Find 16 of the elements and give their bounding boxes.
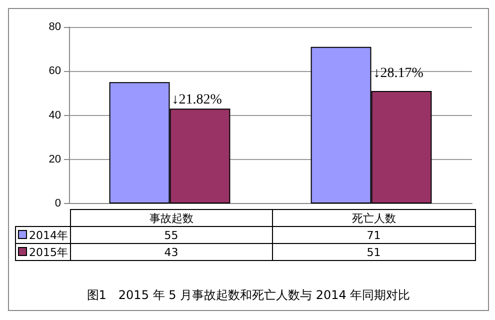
x-tick-label: 死亡人数 xyxy=(272,210,475,226)
y-tick-label: 40 xyxy=(48,109,61,122)
data-label: 43 xyxy=(70,244,272,260)
x-tick-label: 事故起数 xyxy=(70,210,272,226)
annotation: ↓28.17% xyxy=(373,66,424,82)
data-label: 55 xyxy=(70,226,272,244)
legend-label: 2014年 xyxy=(16,226,70,244)
y-tick-label: 80 xyxy=(48,21,61,33)
annotation: ↓21.82% xyxy=(172,92,222,108)
y-tick-label: 60 xyxy=(48,65,61,78)
y-tick-label: 20 xyxy=(48,153,61,166)
data-label: 71 xyxy=(272,226,475,244)
text: 图1 2015 年 5 月事故起数和死亡人数与 2014 年同期对比 xyxy=(86,287,412,304)
data-label: 51 xyxy=(272,244,475,260)
legend-label: 2015年 xyxy=(16,244,70,260)
y-tick-label: 0 xyxy=(54,198,61,210)
